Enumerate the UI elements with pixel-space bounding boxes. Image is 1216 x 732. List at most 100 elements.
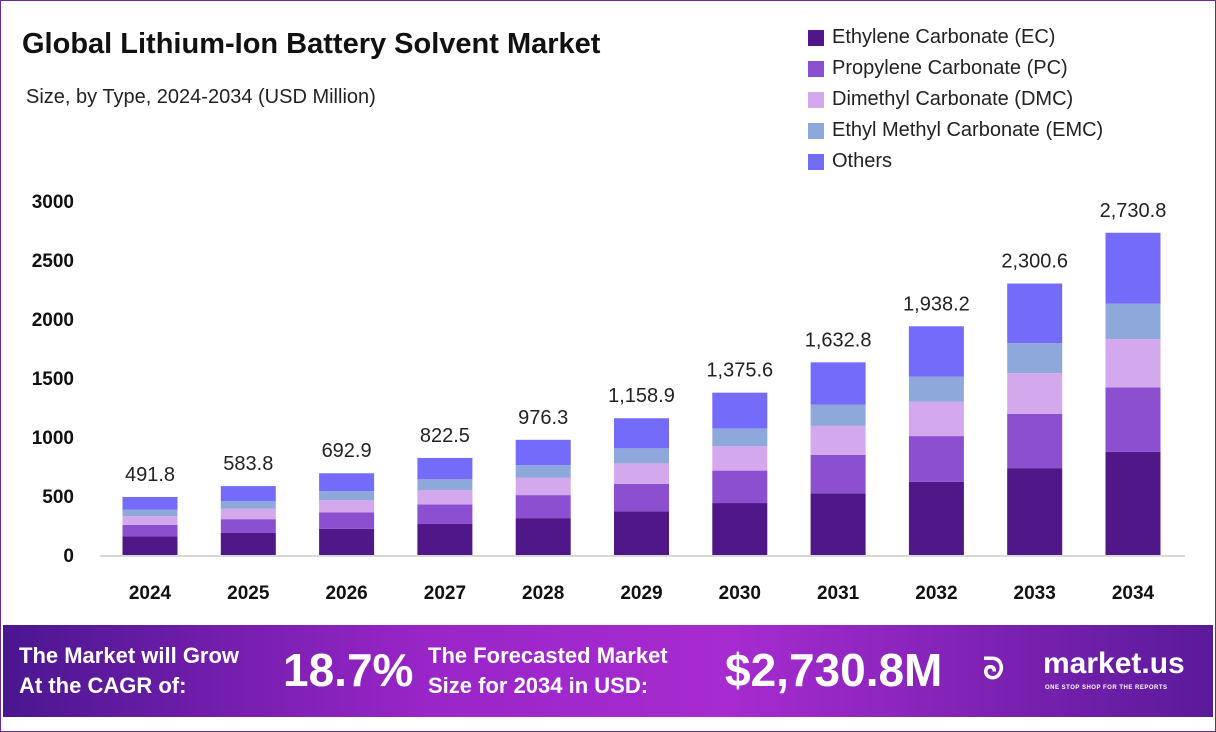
bar-segment [122,516,178,525]
x-tick-label: 2024 [129,583,172,604]
cagr-value: 18.7% [283,644,414,696]
bar-segment [810,425,866,455]
bar-segment [1007,343,1063,374]
bar-segment [1007,468,1063,555]
total-label: 976.3 [518,407,568,429]
y-tick-label: 500 [42,487,74,508]
legend-swatch [808,122,824,139]
bar-segment [122,524,178,537]
brand-logo-icon: ᘐ [983,653,1005,686]
legend-item: Ethylene Carbonate (EC) [808,22,1103,53]
legend-label: Others [832,150,893,172]
bar-segment [712,470,768,504]
bar-segment [319,491,375,501]
y-tick-label: 0 [63,546,74,567]
x-tick-label: 2025 [227,583,270,604]
bar-segment [810,362,866,405]
y-tick-label: 2000 [32,310,74,331]
bar-segment [220,519,276,533]
cagr-label-1: The Market will Grow [19,643,240,668]
bar-segment [417,457,473,480]
bar-segment [319,528,375,555]
chart-title: Global Lithium-Ion Battery Solvent Marke… [22,28,601,60]
total-label: 491.8 [125,464,175,486]
legend-swatch [808,153,824,170]
bar-segment [614,448,669,464]
bar-segment [712,446,768,471]
x-tick-label: 2031 [817,583,860,604]
bar-segment [417,489,473,505]
legend-label: Dimethyl Carbonate (DMC) [832,88,1074,110]
legend-label: Propylene Carbonate (PC) [832,57,1068,79]
bar-segment [220,486,276,502]
total-label: 1,632.8 [805,329,872,351]
bar-segment [810,404,866,426]
footer-banner: The Market will Grow At the CAGR of: 18.… [3,625,1213,717]
bar-segment [712,503,768,555]
total-label: 1,158.9 [608,385,675,407]
y-tick-label: 3000 [32,192,74,213]
chart-subtitle: Size, by Type, 2024-2034 (USD Million) [26,86,376,108]
bar-segment [220,532,276,555]
bar-segment [319,512,375,529]
bar-segment [122,536,178,555]
bar-segment [122,496,178,510]
x-tick-label: 2027 [424,583,466,604]
bar-segment [417,523,473,555]
legend-label: Ethyl Methyl Carbonate (EMC) [832,119,1104,141]
bar-segment [1007,373,1063,414]
total-label: 1,938.2 [903,293,970,315]
bar-segment [515,518,571,555]
legend-item: Dimethyl Carbonate (DMC) [808,84,1103,115]
total-label: 2,300.6 [1001,251,1068,273]
x-tick-label: 2028 [522,583,564,604]
legend-item: Others [808,146,1103,177]
bar-segment [220,508,276,520]
bar-segment [1105,339,1161,388]
y-tick-label: 1000 [32,428,74,449]
bar-segment [1007,283,1063,344]
bar-segment [614,418,669,449]
bar-segment [122,509,178,517]
x-tick-label: 2032 [915,583,957,604]
brand-tagline: ONE STOP SHOP FOR THE REPORTS [1045,685,1168,691]
legend-swatch [808,91,824,108]
bar-segment [614,483,669,512]
x-tick-label: 2026 [325,583,367,604]
y-tick-label: 2500 [32,251,74,272]
bar-segment [417,504,473,524]
cagr-label-2: At the CAGR of: [19,673,187,698]
bar-segment [417,479,473,490]
brand-name: market.us [1043,647,1185,680]
total-label: 583.8 [223,453,273,475]
x-tick-label: 2030 [719,583,761,604]
legend-swatch [808,60,824,77]
legend-swatch [808,29,824,46]
bar-segment [1105,451,1161,555]
bar-segment [908,326,964,377]
bar-segment [908,481,964,555]
bar-segment [908,376,964,402]
y-tick-label: 1500 [32,369,74,390]
bar-segment [515,477,571,496]
legend-label: Ethylene Carbonate (EC) [832,26,1056,48]
total-label: 1,375.6 [706,360,773,382]
legend-item: Propylene Carbonate (PC) [808,53,1103,84]
stacked-bar-chart: 0 500 1000 1500 2000 2500 3000 491.8 2024 583.8 20… [32,192,1185,604]
bar-segment [515,465,571,478]
legend: Ethylene Carbonate (EC) Propylene Carbona… [808,22,1103,177]
x-tick-label: 2029 [620,583,662,604]
bar-segment [810,454,866,494]
bar-segment [319,500,375,513]
bar-segment [1007,413,1063,469]
total-label: 2,730.8 [1100,200,1167,222]
total-label: 692.9 [322,440,372,462]
bar-segment [712,428,768,447]
forecast-label-1: The Forecasted Market [428,643,668,668]
bar-segment [614,511,669,555]
x-tick-label: 2033 [1014,583,1056,604]
bar-segment [810,493,866,555]
bar-segment [1105,387,1161,452]
bar-segment [515,495,571,519]
bar-segment [1105,232,1161,304]
